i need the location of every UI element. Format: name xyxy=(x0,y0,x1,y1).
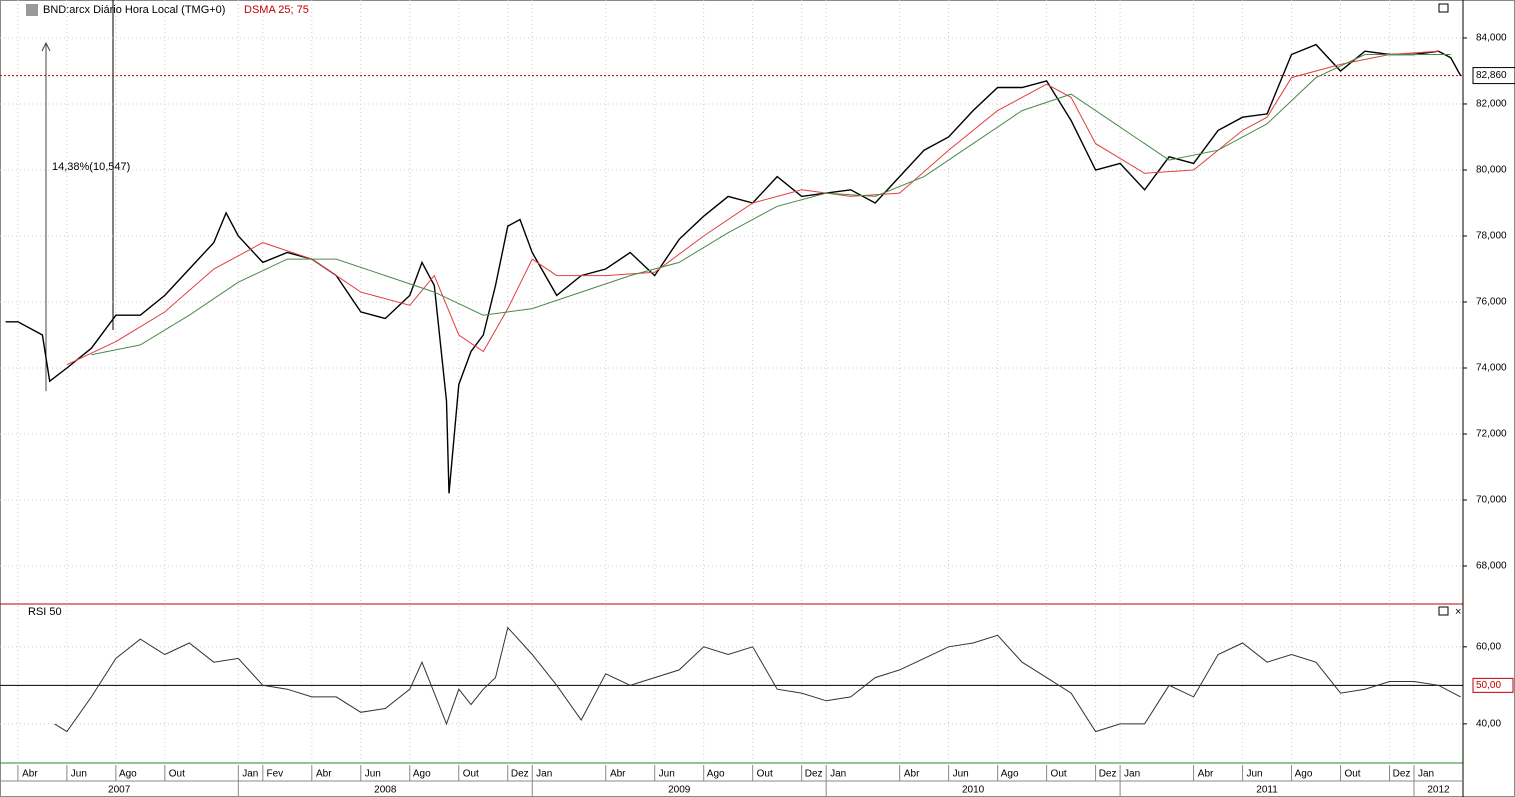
maximize-button[interactable] xyxy=(1438,606,1449,616)
chart-title[interactable]: BND:arcx Diário Hora Local (TMG+0) xyxy=(43,4,225,16)
x-tick-label: Jun xyxy=(1246,769,1262,780)
close-button[interactable]: × xyxy=(1455,606,1461,618)
symbol-icon xyxy=(26,4,38,16)
level-label-box xyxy=(1472,677,1514,693)
x-tick-label: Jan xyxy=(1124,769,1140,780)
x-tick-label: Ago xyxy=(119,769,137,780)
x-tick-label: Out xyxy=(1051,769,1067,780)
x-tick-label: Jun xyxy=(71,769,87,780)
year-label: 2011 xyxy=(1256,785,1278,796)
y-tick-label: 60,00 xyxy=(1476,641,1501,652)
y-tick-label: 78,000 xyxy=(1476,231,1507,242)
x-tick-label: Abr xyxy=(316,769,332,780)
x-tick-label: Jun xyxy=(953,769,969,780)
x-tick-label: Jan xyxy=(536,769,552,780)
y-tick-label: 68,000 xyxy=(1476,561,1507,572)
series-line xyxy=(54,626,1461,733)
x-tick-label: Dez xyxy=(805,769,823,780)
last-price-label: 82,860 xyxy=(1476,70,1507,81)
x-tick-label: Dez xyxy=(1099,769,1117,780)
indicator-label[interactable]: DSMA 25; 75 xyxy=(244,4,309,16)
x-tick-label: Dez xyxy=(1393,769,1411,780)
y-tick-label: 84,000 xyxy=(1476,33,1507,44)
x-tick-label: Dez xyxy=(511,769,529,780)
x-tick-label: Jun xyxy=(365,769,381,780)
x-tick-label: Jan xyxy=(1418,769,1434,780)
year-label: 2008 xyxy=(374,785,397,796)
year-label: 2009 xyxy=(668,785,691,796)
rsi-title[interactable]: RSI 50 xyxy=(28,606,62,618)
series-line xyxy=(91,54,1451,356)
series-line xyxy=(5,43,1462,494)
x-tick-label: Ago xyxy=(1295,769,1313,780)
year-label: 2010 xyxy=(962,785,985,796)
x-tick-label: Jan xyxy=(242,769,258,780)
y-tick-label: 72,000 xyxy=(1476,429,1507,440)
x-tick-label: Ago xyxy=(1001,769,1019,780)
year-label: 2012 xyxy=(1427,785,1450,796)
level-label: 50,00 xyxy=(1476,680,1501,691)
arrow-head xyxy=(41,41,51,52)
y-tick-label: 70,000 xyxy=(1476,495,1507,506)
x-tick-label: Out xyxy=(463,769,479,780)
x-tick-label: Out xyxy=(1344,769,1360,780)
x-tick-label: Jan xyxy=(830,769,846,780)
x-tick-label: Abr xyxy=(22,769,38,780)
x-tick-label: Out xyxy=(757,769,773,780)
x-tick-label: Jun xyxy=(659,769,675,780)
x-tick-label: Out xyxy=(169,769,185,780)
x-tick-label: Ago xyxy=(707,769,725,780)
x-tick-label: Abr xyxy=(1198,769,1214,780)
y-tick-label: 74,000 xyxy=(1476,363,1507,374)
x-tick-label: Fev xyxy=(266,769,283,780)
x-tick-label: Abr xyxy=(904,769,920,780)
maximize-button[interactable] xyxy=(1438,3,1449,13)
x-tick-label: Ago xyxy=(413,769,431,780)
y-tick-label: 80,000 xyxy=(1476,165,1507,176)
y-tick-label: 76,000 xyxy=(1476,297,1507,308)
y-tick-label: 40,00 xyxy=(1476,719,1501,730)
year-label: 2007 xyxy=(108,785,131,796)
x-tick-label: Abr xyxy=(610,769,626,780)
annotation-text: 14,38%(10,547) xyxy=(52,161,130,173)
y-tick-label: 82,000 xyxy=(1476,99,1507,110)
last-price-box xyxy=(1472,67,1515,85)
